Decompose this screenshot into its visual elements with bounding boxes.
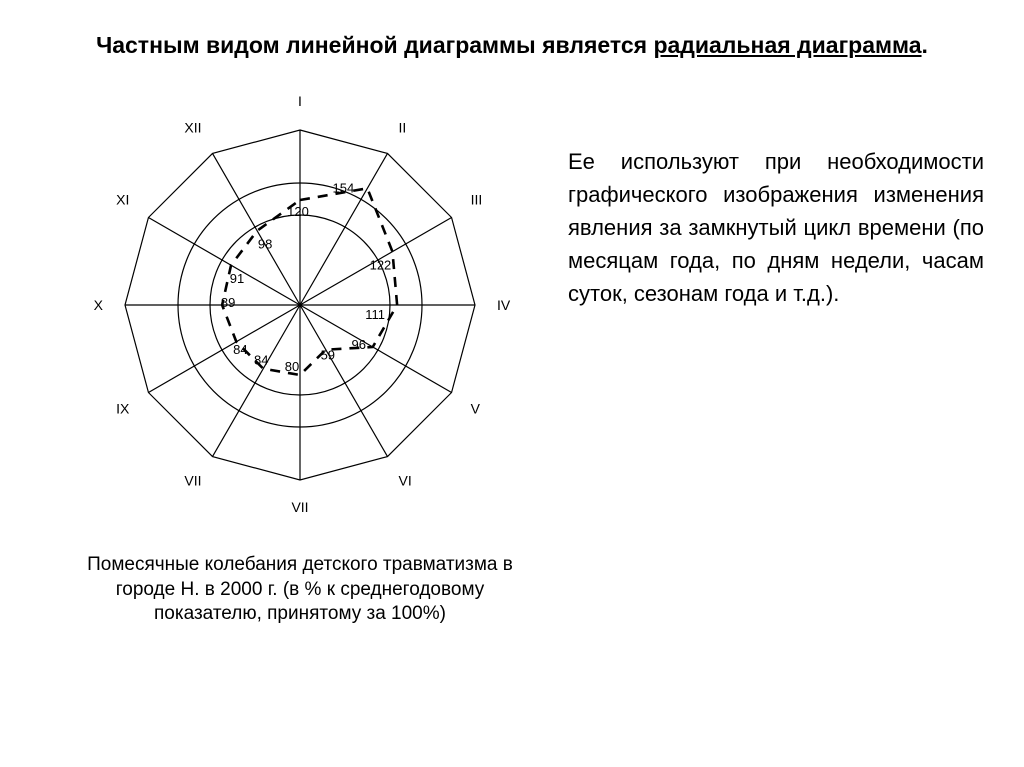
value-label: 59 <box>321 348 335 363</box>
value-label: 96 <box>352 337 366 352</box>
chart-caption: Помесячные колебания детского травматизм… <box>85 553 515 627</box>
axis-label: IV <box>497 297 511 313</box>
axis-label: X <box>94 297 104 313</box>
axis-label: VII <box>184 473 201 489</box>
value-label: 80 <box>285 359 299 374</box>
description-text: Ее используют при необходимости графичес… <box>568 145 984 310</box>
axis-label: I <box>298 93 302 109</box>
radial-chart: IIIIIIIVVVIVIIVIIIXXXIXII120154122111965… <box>60 75 540 545</box>
axis-label: VII <box>291 499 308 515</box>
axis-label: II <box>399 119 407 135</box>
title-underlined: радиальная диаграмма <box>653 32 921 58</box>
axis-label: XI <box>116 192 129 208</box>
value-label: 111 <box>365 307 385 322</box>
value-label: 98 <box>258 237 272 252</box>
value-label: 84 <box>254 353 268 368</box>
page-title: Частным видом линейной диаграммы являетс… <box>72 30 952 61</box>
title-post: . <box>922 32 928 58</box>
axis-label: XII <box>184 119 201 135</box>
value-label: 84 <box>233 342 247 357</box>
axis-label: III <box>471 192 483 208</box>
axis-label: V <box>471 401 481 417</box>
value-label: 154 <box>333 180 355 195</box>
axis-label: IX <box>116 401 130 417</box>
title-pre: Частным видом линейной диаграммы являетс… <box>96 32 653 58</box>
value-label: 89 <box>221 295 235 310</box>
axis-label: VI <box>399 473 412 489</box>
value-label: 91 <box>230 271 244 286</box>
value-label: 122 <box>370 258 392 273</box>
content-row: IIIIIIIVVVIVIIVIIIXXXIXII120154122111965… <box>40 75 984 627</box>
chart-column: IIIIIIIVVVIVIIVIIIXXXIXII120154122111965… <box>40 75 560 627</box>
page-root: Частным видом линейной диаграммы являетс… <box>0 0 1024 767</box>
description-column: Ее используют при необходимости графичес… <box>560 75 984 310</box>
value-label: 120 <box>287 204 309 219</box>
